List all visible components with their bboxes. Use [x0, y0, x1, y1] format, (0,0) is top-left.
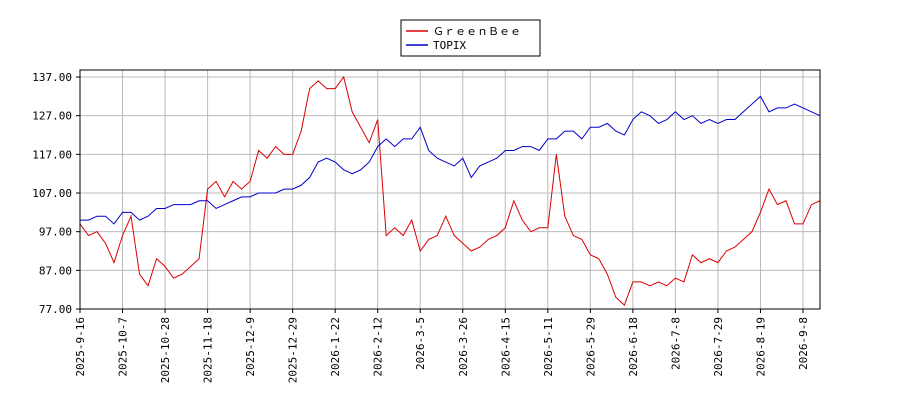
- y-tick-label: 87.00: [39, 264, 72, 277]
- x-tick-label: 2026-3-26: [457, 317, 470, 377]
- x-tick-label: 2026-6-18: [627, 317, 640, 377]
- x-tick-label: 2025-12-29: [287, 317, 300, 383]
- x-tick-label: 2026-4-15: [499, 317, 512, 377]
- x-tick-label: 2026-5-11: [542, 317, 555, 377]
- legend-box: [400, 19, 541, 57]
- y-tick-label: 127.00: [32, 110, 72, 123]
- x-tick-label: 2025-11-18: [202, 317, 215, 383]
- legend-label: TOPIX: [433, 39, 466, 52]
- x-tick-label: 2025-10-28: [159, 317, 172, 383]
- x-tick-label: 2025-12-9: [244, 317, 257, 377]
- series-line: [80, 95, 821, 225]
- x-tick-label: 2026-5-29: [584, 317, 597, 377]
- plot-border: [79, 69, 821, 310]
- y-tick-label: 107.00: [32, 187, 72, 200]
- series-line: [79, 75, 821, 307]
- y-tick-label: 117.00: [32, 148, 72, 161]
- x-tick-label: 2026-9-8: [797, 317, 810, 370]
- x-tick-label: 2026-7-8: [669, 317, 682, 370]
- x-tick-label: 2026-8-19: [754, 317, 767, 377]
- y-tick-label: 77.00: [39, 303, 72, 316]
- x-tick-label: 2026-1-22: [329, 317, 342, 377]
- x-tick-label: 2026-3-5: [414, 317, 427, 370]
- y-tick-label: 137.00: [32, 71, 72, 84]
- legend-label: ＧｒｅｅｎＢｅｅ: [433, 25, 521, 38]
- y-tick-label: 97.00: [39, 226, 72, 239]
- x-tick-label: 2025-9-16: [74, 317, 87, 377]
- x-tick-label: 2026-2-12: [372, 317, 385, 377]
- x-tick-label: 2025-10-7: [117, 317, 130, 377]
- legend: [400, 19, 541, 57]
- x-tick-label: 2026-7-29: [712, 317, 725, 377]
- plot-frame: [79, 69, 821, 310]
